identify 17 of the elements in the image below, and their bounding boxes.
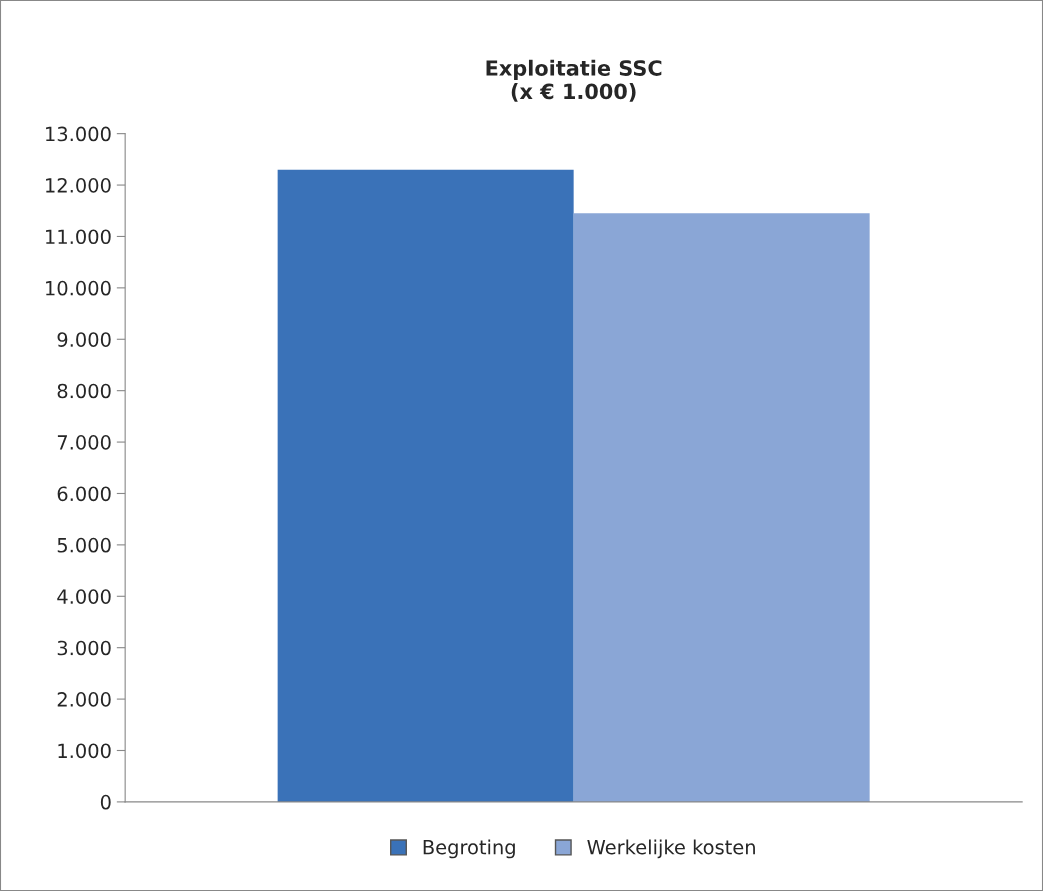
y-tick-label: 8.000 — [57, 383, 111, 399]
y-tick-label: 5.000 — [57, 537, 111, 553]
legend-label: Begroting — [423, 839, 515, 859]
y-tick-label: 10.000 — [46, 280, 111, 296]
y-tick-label: 13.000 — [46, 126, 111, 142]
y-tick-label: 4.000 — [57, 589, 111, 604]
y-tick-label: 6.000 — [57, 486, 111, 502]
chart-title: Exploitatie SSC (x € 1.000) — [486, 59, 662, 102]
y-tick-label: 0 — [100, 794, 111, 810]
y-tick-label: 1.000 — [58, 743, 111, 759]
y-tick-label: 7.000 — [57, 435, 111, 450]
y-tick-label: 12.000 — [46, 178, 111, 193]
y-tick-label: 2.000 — [57, 692, 111, 707]
y-tick-label: 11.000 — [46, 229, 111, 245]
y-tick-label: 9.000 — [57, 332, 111, 347]
y-tick-label: 3.000 — [57, 640, 111, 656]
legend-label: Werkelijke kosten — [587, 839, 755, 859]
